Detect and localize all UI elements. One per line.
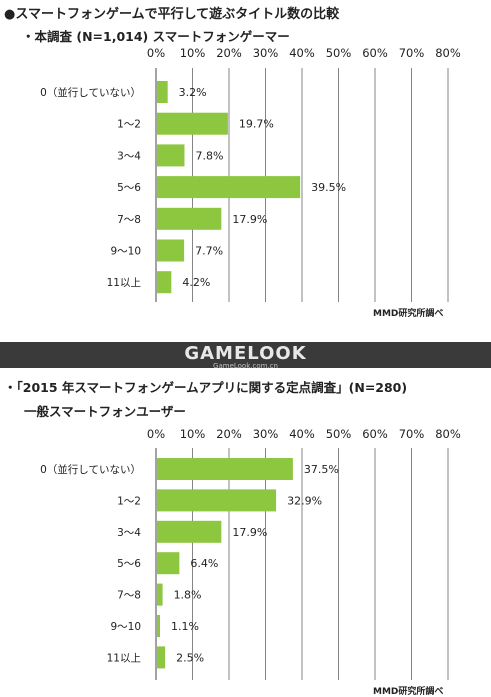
chart1-tick-label: 40% <box>289 46 315 60</box>
chart1-category-label: 11以上 <box>107 277 141 289</box>
chart1-bar <box>157 176 301 199</box>
chart1-tick-label: 10% <box>180 46 206 60</box>
chart2-category-label: 3～4 <box>117 527 141 539</box>
chart1-bar <box>157 207 222 230</box>
chart2-tick-label: 60% <box>362 427 388 441</box>
chart2-value-label: 32.9% <box>287 494 322 507</box>
chart2-tick-label: 40% <box>289 427 315 441</box>
chart2-bar <box>157 615 161 637</box>
chart2-value-label: 1.1% <box>171 620 199 633</box>
chart2-bar <box>157 552 180 575</box>
chart1-value-label: 3.2% <box>179 86 207 99</box>
chart1-value-label: 7.8% <box>195 149 223 162</box>
chart2-category-label: 9～10 <box>110 621 141 633</box>
chart1-value-label: 39.5% <box>311 181 346 194</box>
chart1-category-label: 7～8 <box>117 214 141 226</box>
chart1-tick-label: 70% <box>399 46 425 60</box>
chart2-bar <box>157 489 277 512</box>
chart1-value-label: 4.2% <box>182 276 210 289</box>
chart2-value-label: 37.5% <box>304 463 339 476</box>
chart2-tick-label: 50% <box>326 427 352 441</box>
watermark-logo: GAMELOOK <box>184 343 307 364</box>
chart1-bar <box>157 144 185 167</box>
chart2-bar <box>157 646 166 669</box>
chart2-subtitle-line2: 一般スマートフォンユーザー <box>24 404 186 419</box>
chart1-subtitle: ・本調査 (N=1,014) スマートフォンゲーマー <box>22 29 290 44</box>
chart2-tick-label: 80% <box>435 427 461 441</box>
chart2-tick-label: 10% <box>180 427 206 441</box>
chart2-tick-label: 20% <box>216 427 242 441</box>
chart1-bar <box>157 271 172 294</box>
chart1-value-label: 17.9% <box>232 213 267 226</box>
chart1-tick-label: 50% <box>326 46 352 60</box>
chart2-value-label: 17.9% <box>232 526 267 539</box>
chart1-value-label: 7.7% <box>195 245 223 258</box>
watermark-site: GameLook.com.cn <box>213 362 278 370</box>
chart1-bar <box>157 112 228 135</box>
chart1-tick-label: 0% <box>147 46 165 60</box>
chart1-category-label: 5～6 <box>117 182 141 194</box>
chart2-bar <box>157 458 293 480</box>
chart2-tick-label: 70% <box>399 427 425 441</box>
chart1-category-label: 3～4 <box>117 150 141 162</box>
chart2-tick-label: 0% <box>147 427 165 441</box>
chart2-tick-label: 30% <box>253 427 279 441</box>
chart1-category-label: 0（並行していない） <box>40 86 141 99</box>
chart-title: ●スマートフォンゲームで平行して遊ぶタイトル数の比較 <box>4 7 340 22</box>
chart1-category-label: 1～2 <box>117 119 141 131</box>
chart2-value-label: 6.4% <box>190 557 218 570</box>
chart1-plot: 0% 10% 20% 30% 40% 50% 60% 70% 80% 0（並行していない） 3.2%… <box>40 46 461 302</box>
chart2-value-label: 1.8% <box>174 589 202 602</box>
chart1-tick-label: 60% <box>362 46 388 60</box>
chart2-value-label: 2.5% <box>176 651 204 664</box>
chart2-subtitle-line1: ・「2015 年スマートフォンゲームアプリに関する定点調査」(N=280) <box>4 380 408 395</box>
watermark-band <box>0 342 491 368</box>
chart1-bar <box>157 239 185 262</box>
chart1-value-label: 19.7% <box>239 118 274 131</box>
chart2-category-label: 1～2 <box>117 495 141 507</box>
chart2-category-label: 11以上 <box>107 652 141 664</box>
chart2-bar <box>157 583 163 606</box>
chart1-tick-label: 30% <box>253 46 279 60</box>
chart1-category-label: 9～10 <box>110 246 141 258</box>
chart2-category-label: 7～8 <box>117 590 141 602</box>
chart1-bar <box>157 81 168 103</box>
chart2-bar <box>157 520 222 543</box>
chart1-tick-label: 80% <box>435 46 461 60</box>
chart2-category-label: 0（並行していない） <box>40 463 141 476</box>
chart2-credit: MMD研究所調べ <box>373 687 444 697</box>
chart1-tick-label: 20% <box>216 46 242 60</box>
chart1-credit: MMD研究所調べ <box>373 309 444 319</box>
chart2-category-label: 5～6 <box>117 558 141 570</box>
